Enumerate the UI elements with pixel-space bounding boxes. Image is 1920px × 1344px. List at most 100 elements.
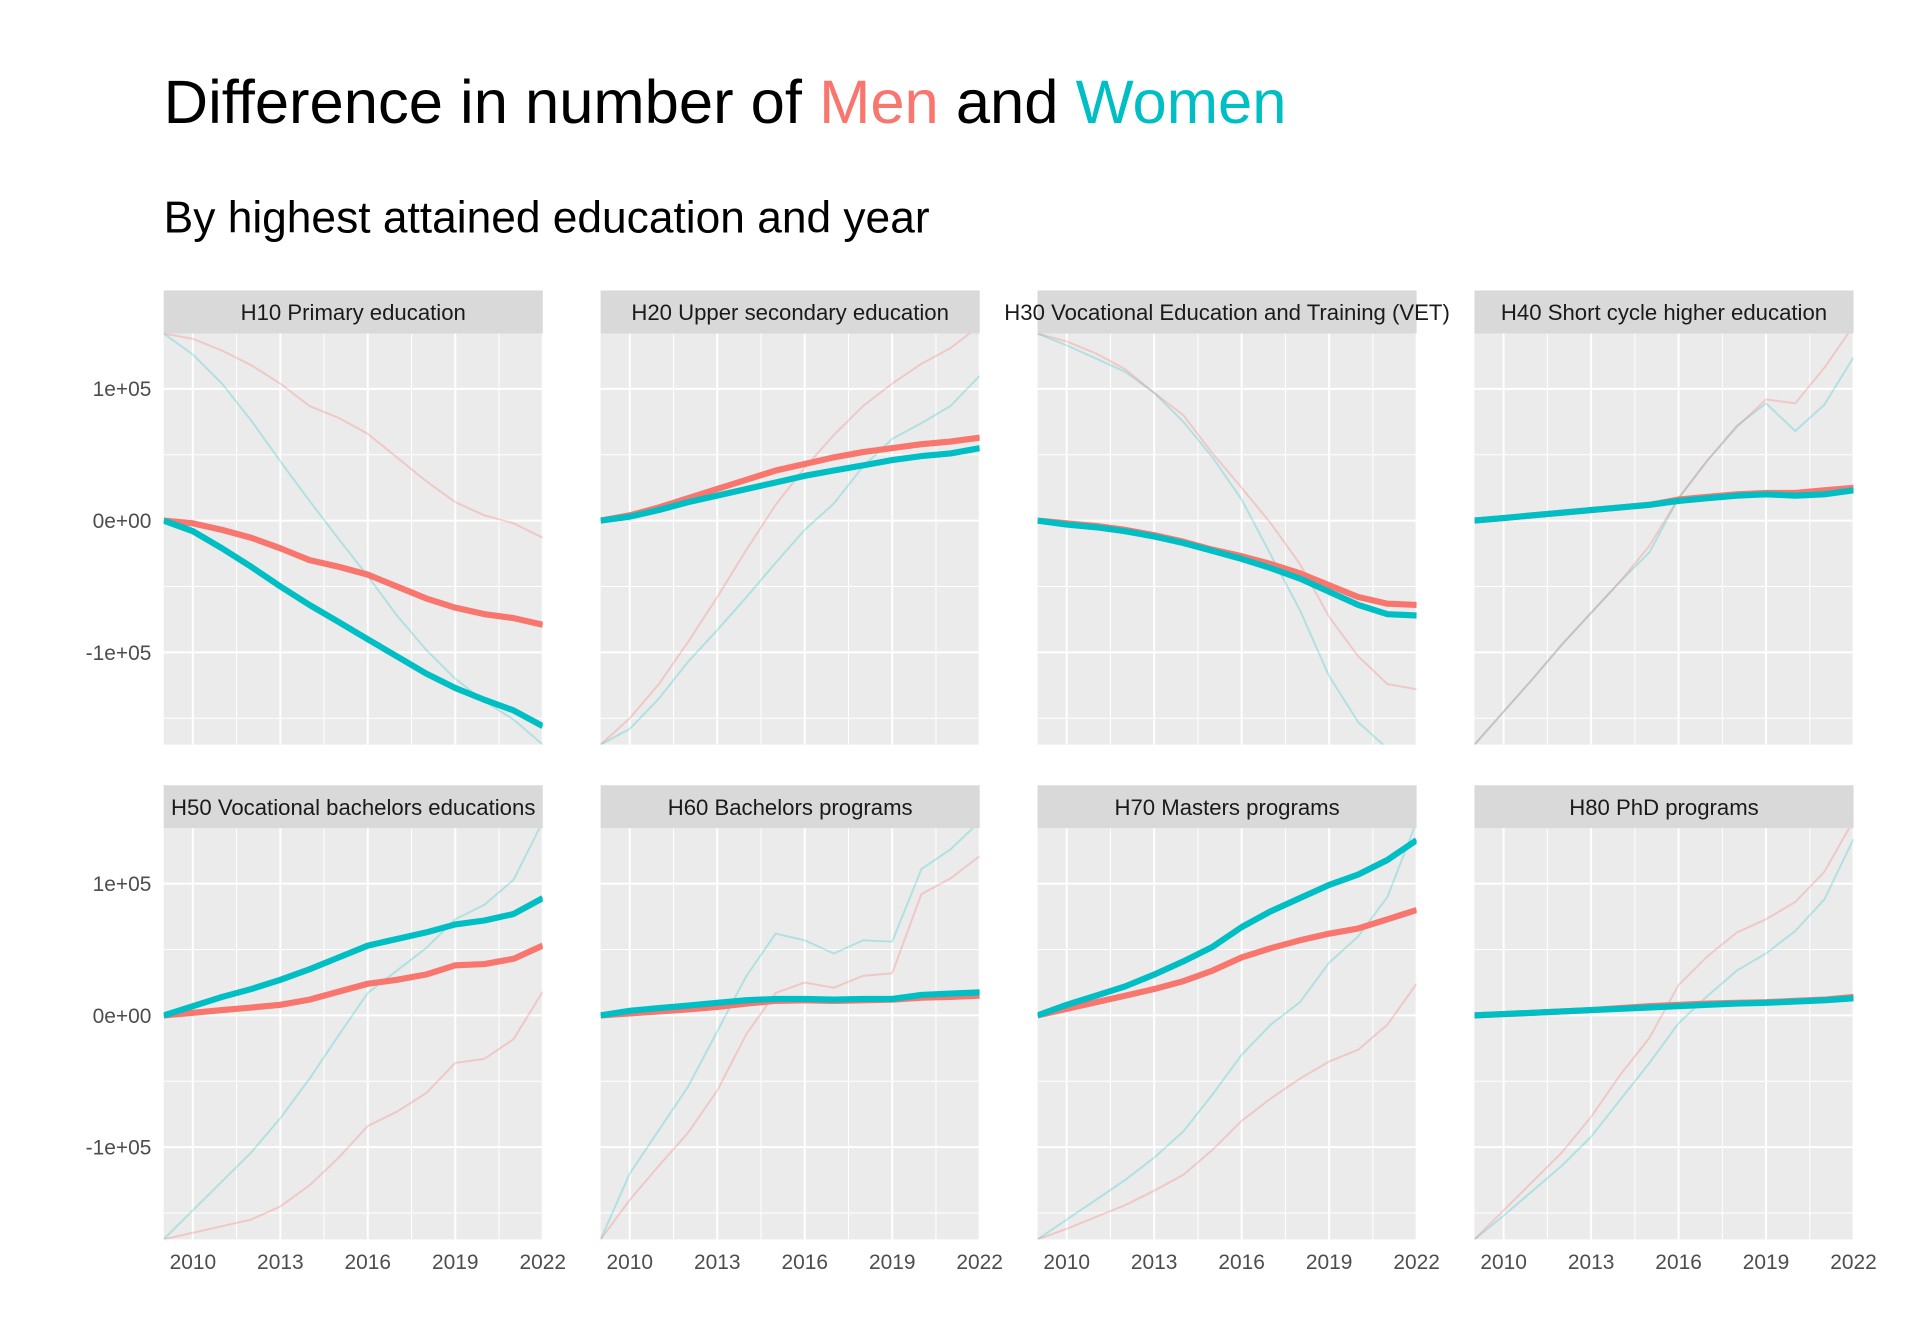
panel-background — [163, 333, 543, 745]
series-lines — [600, 828, 980, 1240]
x-tick-label: 2016 — [781, 1251, 828, 1274]
x-tick-label: 2016 — [345, 1251, 392, 1274]
x-tick-label: 2013 — [257, 1251, 304, 1274]
series-lines — [1037, 828, 1417, 1240]
facet-strip — [1474, 785, 1854, 829]
x-tick-label: 2022 — [520, 1251, 567, 1274]
women-line — [600, 989, 980, 1019]
panel-background — [1474, 828, 1854, 1240]
series-lines — [163, 333, 543, 745]
x-tick-label: 2022 — [956, 1251, 1003, 1274]
men-scaled-line — [600, 333, 972, 745]
title-part-women: Women — [1076, 68, 1287, 137]
panel-background — [1037, 828, 1417, 1240]
panel-background — [163, 828, 543, 1240]
y-tick-label: 0e+00 — [93, 1005, 152, 1028]
x-tick-label: 2013 — [1131, 1251, 1178, 1274]
panel-background — [1037, 333, 1417, 745]
y-tick-label: 1e+05 — [93, 873, 152, 896]
series-lines — [163, 828, 543, 1240]
x-tick-label: 2019 — [432, 1251, 479, 1274]
chart-title: Difference in number of Men and Women — [164, 68, 1287, 137]
facet-panel: H50 Vocational bachelors educations -1e+0… — [86, 785, 566, 1274]
facet-strip-label: H40 Short cycle higher education — [1501, 300, 1827, 325]
x-tick-label: 2019 — [1306, 1251, 1353, 1274]
x-tick-label: 2019 — [1743, 1251, 1790, 1274]
x-tick-label: 2019 — [869, 1251, 916, 1274]
men-scaled-line — [1037, 333, 1417, 691]
men-scaled-line — [1474, 828, 1851, 1240]
facet-panel: H40 Short cycle higher education — [1474, 290, 1855, 745]
y-tick-label: 0e+00 — [93, 510, 152, 533]
women-line — [163, 517, 543, 729]
facet-strip — [1474, 290, 1854, 334]
women-line — [1474, 995, 1854, 1019]
facet-panel: H60 Bachelors programs 2010 2013 2016 2019 20… — [600, 785, 1003, 1274]
men-scaled-line — [600, 855, 980, 1240]
series-lines — [1037, 333, 1417, 745]
x-tick-label: 2013 — [1568, 1251, 1615, 1274]
women-scaled-line — [600, 375, 980, 745]
facet-strip — [1037, 785, 1417, 829]
series-lines — [1474, 828, 1854, 1240]
y-tick-label: -1e+05 — [86, 1137, 152, 1160]
chart-subtitle: By highest attained education and year — [164, 194, 930, 243]
women-line — [1474, 487, 1854, 524]
women-line — [1037, 837, 1417, 1019]
panel-background — [600, 333, 980, 745]
x-tick-label: 2013 — [694, 1251, 741, 1274]
x-tick-label: 2016 — [1218, 1251, 1265, 1274]
y-tick-label: -1e+05 — [86, 642, 152, 665]
facet-strip — [163, 785, 543, 829]
series-lines — [600, 333, 980, 745]
title-part-men: Men — [819, 68, 939, 137]
men-line — [1037, 907, 1417, 1019]
men-scaled-line — [1037, 983, 1417, 1240]
women-scaled-line — [600, 828, 975, 1240]
panel-background — [600, 828, 980, 1240]
x-tick-label: 2022 — [1830, 1251, 1877, 1274]
x-tick-label: 2010 — [170, 1251, 217, 1274]
women-scaled-line — [1474, 838, 1854, 1240]
x-tick-label: 2010 — [1480, 1251, 1527, 1274]
men-scaled-line — [163, 333, 543, 539]
women-scaled-line — [1474, 356, 1854, 745]
x-tick-label: 2022 — [1393, 1251, 1440, 1274]
facet-strip — [1037, 290, 1417, 334]
panel-background — [1474, 333, 1854, 745]
facet-strip-label: H70 Masters programs — [1114, 795, 1339, 820]
facet-panel: H80 PhD programs 2010 2013 2016 2019 2022 — [1474, 785, 1877, 1274]
men-line — [163, 942, 543, 1019]
facet-strip — [600, 290, 980, 334]
facet-strip-label: H50 Vocational bachelors educations — [171, 795, 535, 820]
facet-strip — [163, 290, 543, 334]
facet-strip-label: H60 Bachelors programs — [668, 795, 913, 820]
women-line — [163, 895, 543, 1019]
facet-panel: H70 Masters programs 2010 2013 2016 2019 2022 — [1037, 785, 1440, 1274]
women-line — [600, 445, 980, 524]
women-scaled-line — [1037, 333, 1385, 745]
x-tick-label: 2010 — [1043, 1251, 1090, 1274]
facet-panel: H30 Vocational Education and Training (V… — [1004, 290, 1450, 745]
facet-strip-label: H20 Upper secondary education — [631, 300, 949, 325]
men-scaled-line — [1474, 333, 1850, 745]
facet-panel: H20 Upper secondary education — [600, 290, 981, 745]
facet-panel: H10 Primary education -1e+05 0e+00 1e+05 — [86, 290, 544, 745]
facet-strip-label: H80 PhD programs — [1569, 795, 1759, 820]
title-part-plain: Difference in number of — [164, 68, 819, 137]
women-scaled-line — [163, 828, 541, 1240]
women-scaled-line — [1037, 828, 1416, 1240]
x-tick-label: 2016 — [1655, 1251, 1702, 1274]
facet-panels: H10 Primary education -1e+05 0e+00 1e+05 H20… — [86, 290, 1877, 1274]
women-line — [1037, 517, 1417, 619]
facet-strip-label: H30 Vocational Education and Training (V… — [1004, 300, 1450, 325]
men-scaled-line — [163, 991, 543, 1240]
facet-strip — [600, 785, 980, 829]
x-tick-label: 2010 — [607, 1251, 654, 1274]
title-part-plain: and — [939, 68, 1076, 137]
y-tick-label: 1e+05 — [93, 378, 152, 401]
facet-strip-label: H10 Primary education — [241, 300, 466, 325]
men-line — [163, 517, 543, 628]
series-lines — [1474, 333, 1854, 745]
